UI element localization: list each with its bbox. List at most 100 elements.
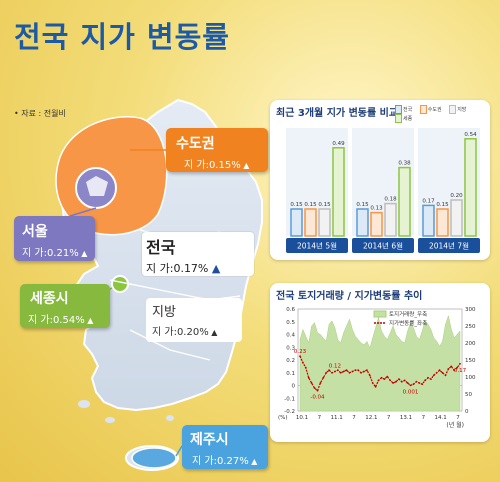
- x-tick-label: 7: [456, 415, 460, 421]
- x-tick-label: 13.1: [400, 415, 412, 421]
- legend-item: 수도권: [427, 107, 442, 113]
- rate-point: [368, 374, 371, 377]
- rate-point: [345, 369, 348, 372]
- rate-point: [354, 369, 357, 372]
- sejong-value: 지 가:0.54%: [20, 308, 110, 326]
- bar-chart-panel: 최근 3개월 지가 변동률 비교 전국 수도권 지방 세종 0.15 0.15 0.…: [270, 100, 490, 260]
- legend-item: 지방: [457, 107, 467, 113]
- right-tick-label: 300: [465, 307, 476, 313]
- local-value: 지 가:0.20%: [146, 320, 242, 338]
- bar-value-label: 0.15: [436, 202, 449, 208]
- rate-point: [348, 371, 351, 374]
- category-label: 2014년 5월: [297, 241, 337, 251]
- rate-point: [316, 389, 319, 392]
- rate-point: [366, 369, 368, 372]
- jeju-label: 제주시 지 가:0.27%: [182, 425, 268, 469]
- bar: [304, 208, 317, 237]
- x-tick-label: 14.1: [435, 415, 447, 421]
- rate-point: [400, 380, 403, 383]
- right-tick-label: 150: [465, 358, 476, 364]
- national-name: 전국: [146, 238, 176, 257]
- bar-value-label: 0.54: [464, 132, 477, 138]
- category-tab: [352, 238, 414, 253]
- sejong-dot: [111, 275, 129, 293]
- x-tick-label: 7: [422, 415, 426, 421]
- rate-point: [398, 378, 400, 380]
- rate-point: [450, 365, 453, 368]
- capital-name: 수도권: [176, 136, 215, 152]
- annotation-label: 0.23: [294, 349, 307, 355]
- rate-point: [459, 362, 461, 365]
- rate-point: [409, 384, 412, 387]
- rate-point: [453, 369, 456, 372]
- legend-item: 세종: [403, 116, 413, 122]
- bar-value-label: 0.15: [304, 202, 317, 208]
- jeju-highlight: [131, 447, 177, 469]
- bar-value-label: 0.15: [290, 202, 303, 208]
- sejong-name: 세종시: [30, 291, 69, 307]
- bar: [356, 208, 369, 237]
- left-tick-label: -0.1: [284, 396, 295, 402]
- rate-point: [328, 369, 330, 372]
- rate-point: [380, 376, 383, 379]
- rate-point: [299, 355, 301, 358]
- x-tick-label: 10.1: [296, 415, 308, 421]
- legend-label-volume: 토지거래량_우축: [389, 310, 427, 318]
- rate-point: [444, 374, 447, 377]
- right-tick-label: 100: [465, 375, 476, 381]
- rate-point: [427, 376, 429, 379]
- rate-point: [412, 383, 415, 386]
- rate-point: [435, 371, 438, 374]
- national-label: 전국 지 가:0.17% ▲: [142, 232, 254, 276]
- annotation-label: 0.17: [454, 368, 467, 374]
- category-tab: [418, 238, 480, 253]
- left-tick-label: 0: [292, 384, 296, 390]
- rate-point: [395, 380, 397, 383]
- bar: [384, 202, 397, 237]
- jeju-value: 지 가:0.27%: [182, 449, 268, 467]
- left-tick-label: 0.5: [286, 320, 295, 326]
- rate-point: [342, 370, 345, 373]
- rate-point: [334, 370, 336, 373]
- bar-value-label: 0.13: [370, 206, 383, 212]
- bar-value-label: 0.17: [422, 198, 435, 204]
- rate-point: [357, 369, 360, 372]
- rate-point: [424, 379, 426, 382]
- bar: [398, 166, 411, 237]
- rate-point: [325, 371, 328, 374]
- left-axis-unit: (%): [278, 415, 288, 421]
- line-chart-panel: 전국 토지거래량 / 지가변동률 추이 0.6 0.5 0.4 0.3 0.2 0.1 0 -…: [270, 283, 490, 442]
- rate-point: [313, 387, 316, 389]
- rate-point: [307, 376, 310, 379]
- sejong-label: 세종시 지 가:0.54%: [20, 284, 110, 328]
- bar-value-label: 0.20: [450, 193, 463, 199]
- bar-value-label: 0.15: [356, 202, 369, 208]
- annotation-label: -0.04: [310, 395, 325, 401]
- rate-point: [456, 366, 458, 369]
- annotation-label: 0.12: [329, 363, 341, 369]
- volume-area: [299, 314, 461, 412]
- bar: [436, 208, 449, 237]
- left-tick-label: 0.1: [286, 371, 295, 377]
- bar-value-label: 0.38: [398, 161, 411, 167]
- rate-point: [322, 376, 325, 379]
- page-title: 전국 지가 변동률: [14, 20, 230, 54]
- bar-chart-legend: 전국 수도권 지방 세종: [395, 105, 490, 123]
- left-tick-label: 0.6: [286, 307, 295, 313]
- rate-point: [418, 382, 421, 384]
- rate-point: [432, 374, 435, 377]
- rate-point: [377, 379, 380, 382]
- bar-value-label: 0.15: [318, 202, 331, 208]
- x-tick-label: 12.1: [365, 415, 377, 421]
- x-tick-label: 7: [318, 415, 322, 421]
- bar: [422, 204, 435, 237]
- rate-point: [371, 382, 374, 384]
- bar-value-label: 0.49: [332, 141, 345, 147]
- bar-value-label: 0.18: [384, 197, 397, 203]
- seoul-name: 서울: [22, 224, 48, 240]
- line-chart-title: 전국 토지거래량 / 지가변동률 추이: [276, 291, 423, 302]
- right-tick-label: 50: [465, 392, 472, 398]
- rate-point: [310, 382, 313, 384]
- rate-point: [415, 380, 418, 383]
